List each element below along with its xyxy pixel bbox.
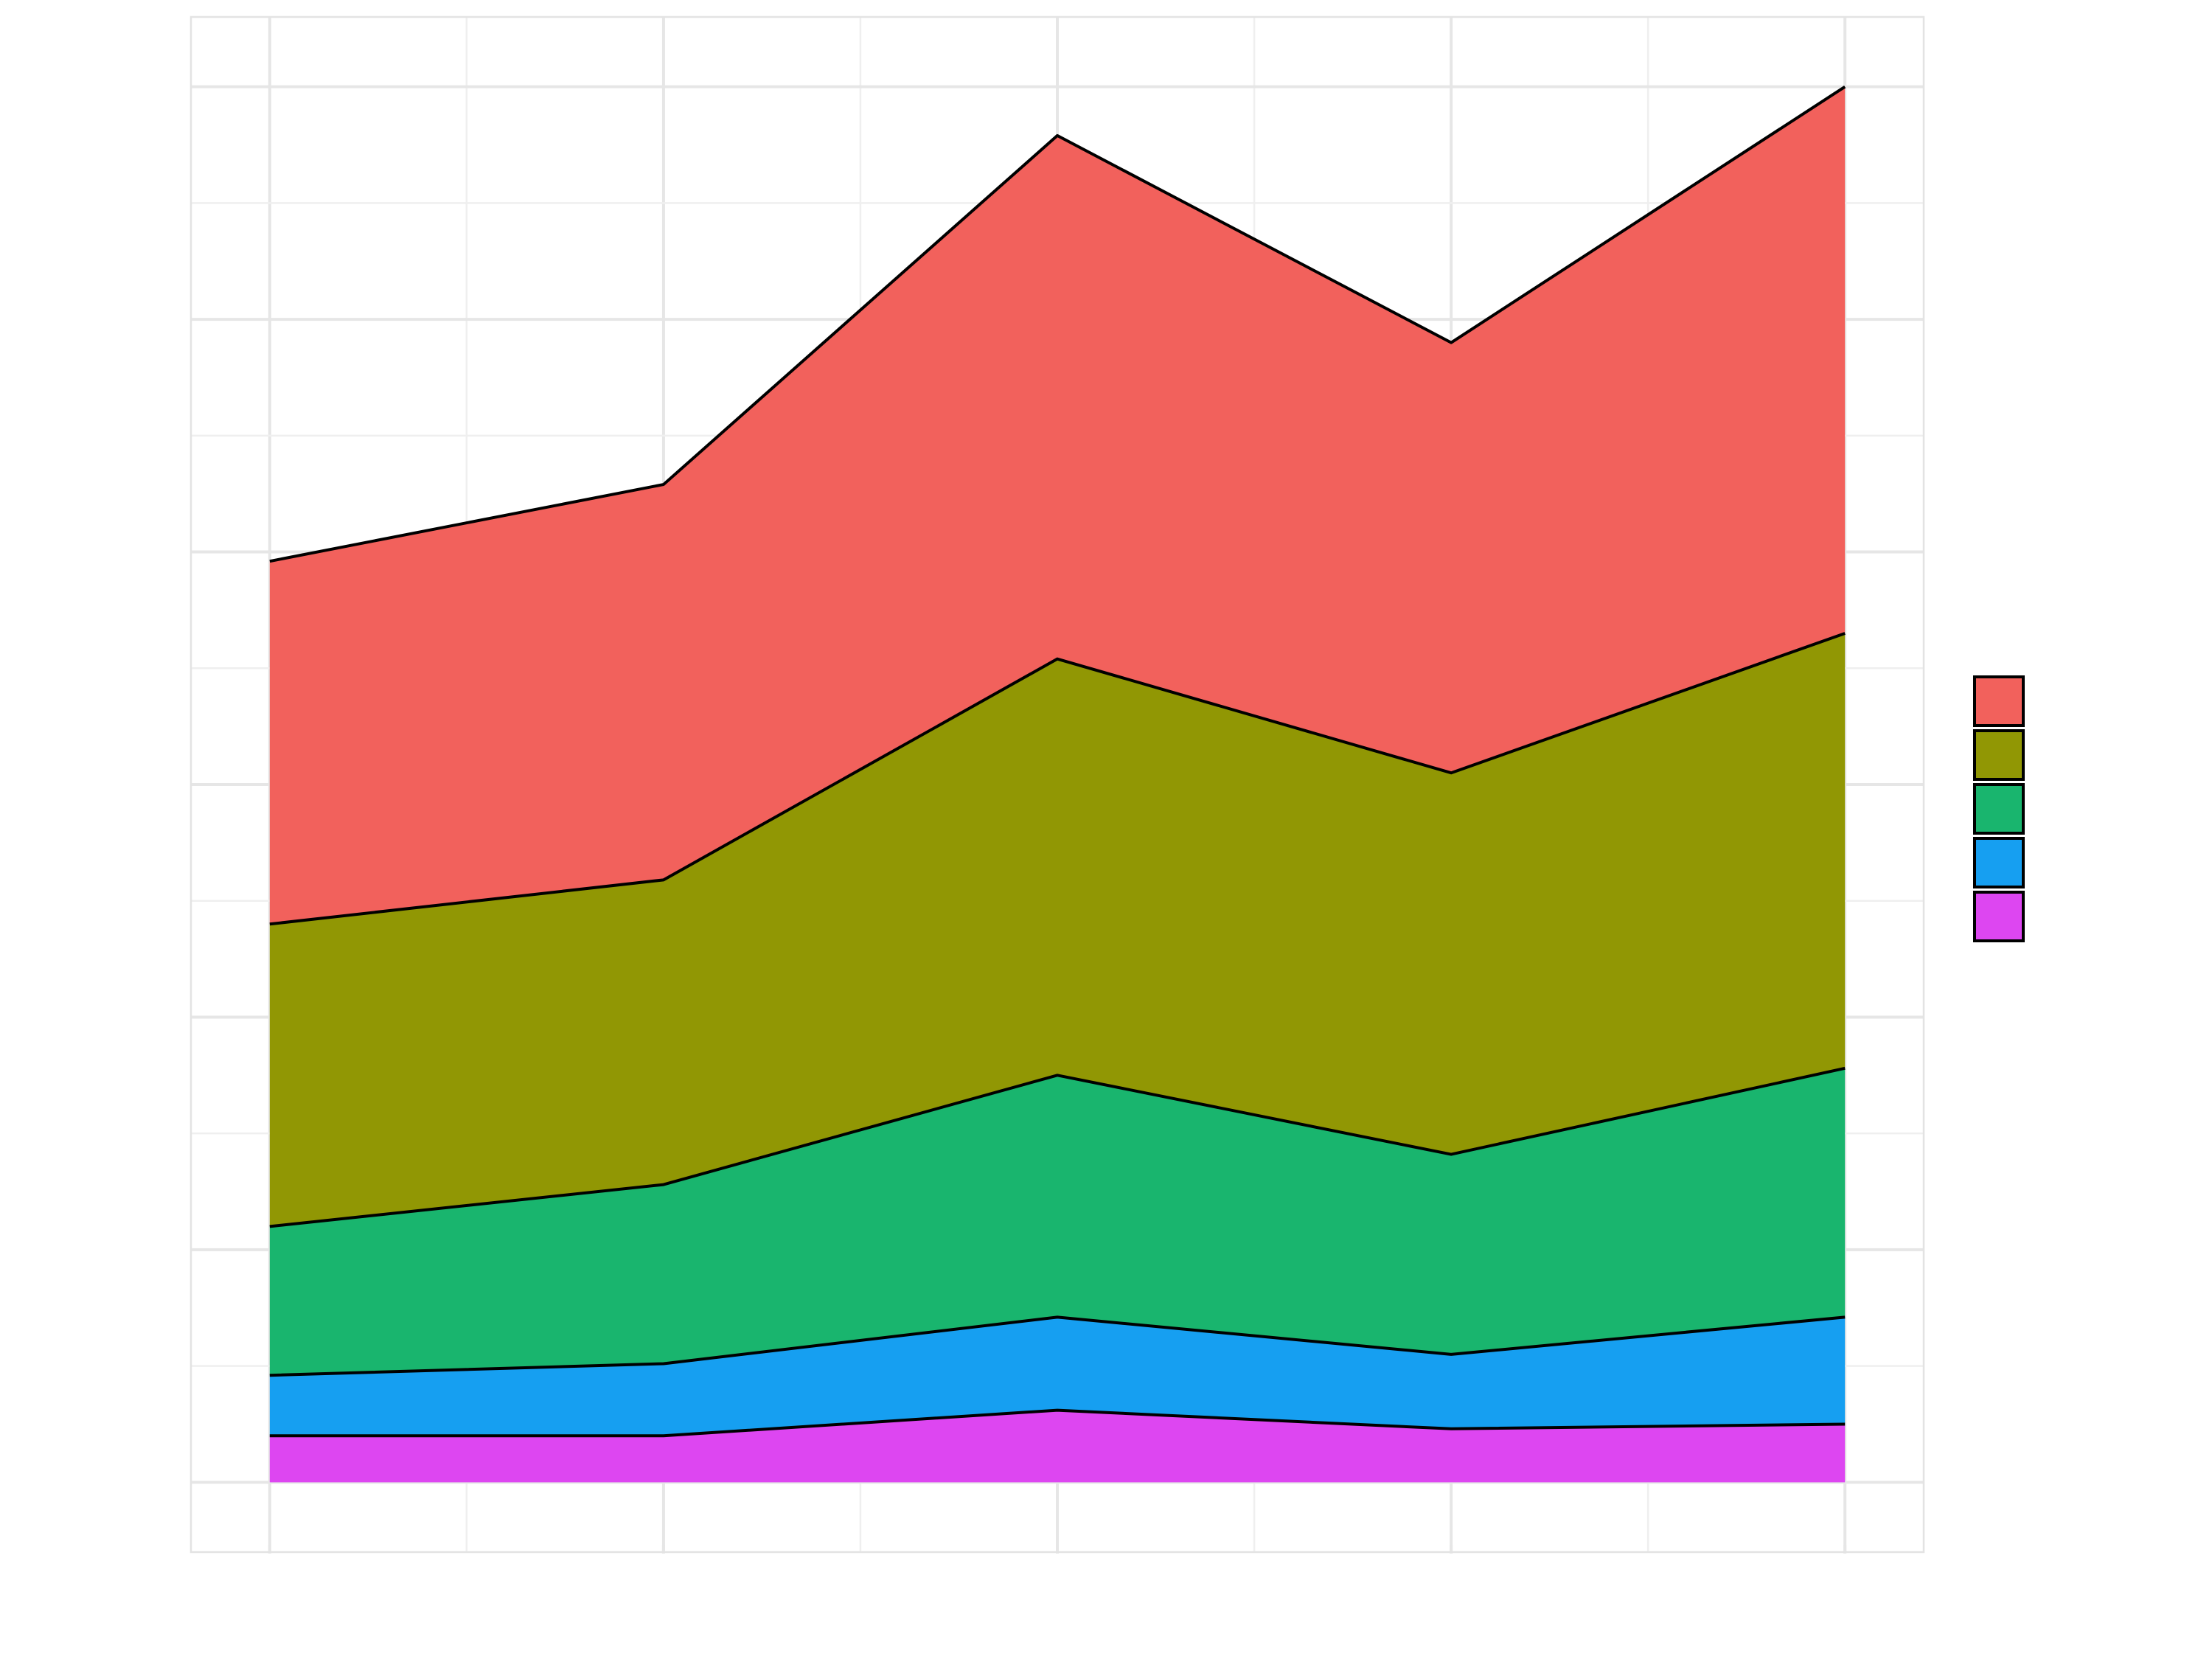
legend-key-1 [1973,675,2025,727]
series-2-outline [269,1315,1846,1377]
series-1-outline [269,1408,1846,1438]
panel-border [189,15,1925,1554]
area-series-1 [269,1410,1846,1483]
line-layer [269,85,1846,1438]
area-layer [269,86,1846,1483]
legend-key-5 [1973,891,2025,942]
series-3-outline [269,1066,1846,1228]
area-series-3 [269,1068,1846,1376]
area-series-4 [269,633,1846,1227]
legend-key-3 [1973,783,2025,835]
area-series-5 [269,86,1846,925]
legend-key-4 [1973,837,2025,888]
legend [1973,675,2025,942]
area-series-2 [269,1317,1846,1436]
series-5-outline [269,85,1846,563]
legend-key-2 [1973,729,2025,781]
series-4-outline [269,632,1846,926]
